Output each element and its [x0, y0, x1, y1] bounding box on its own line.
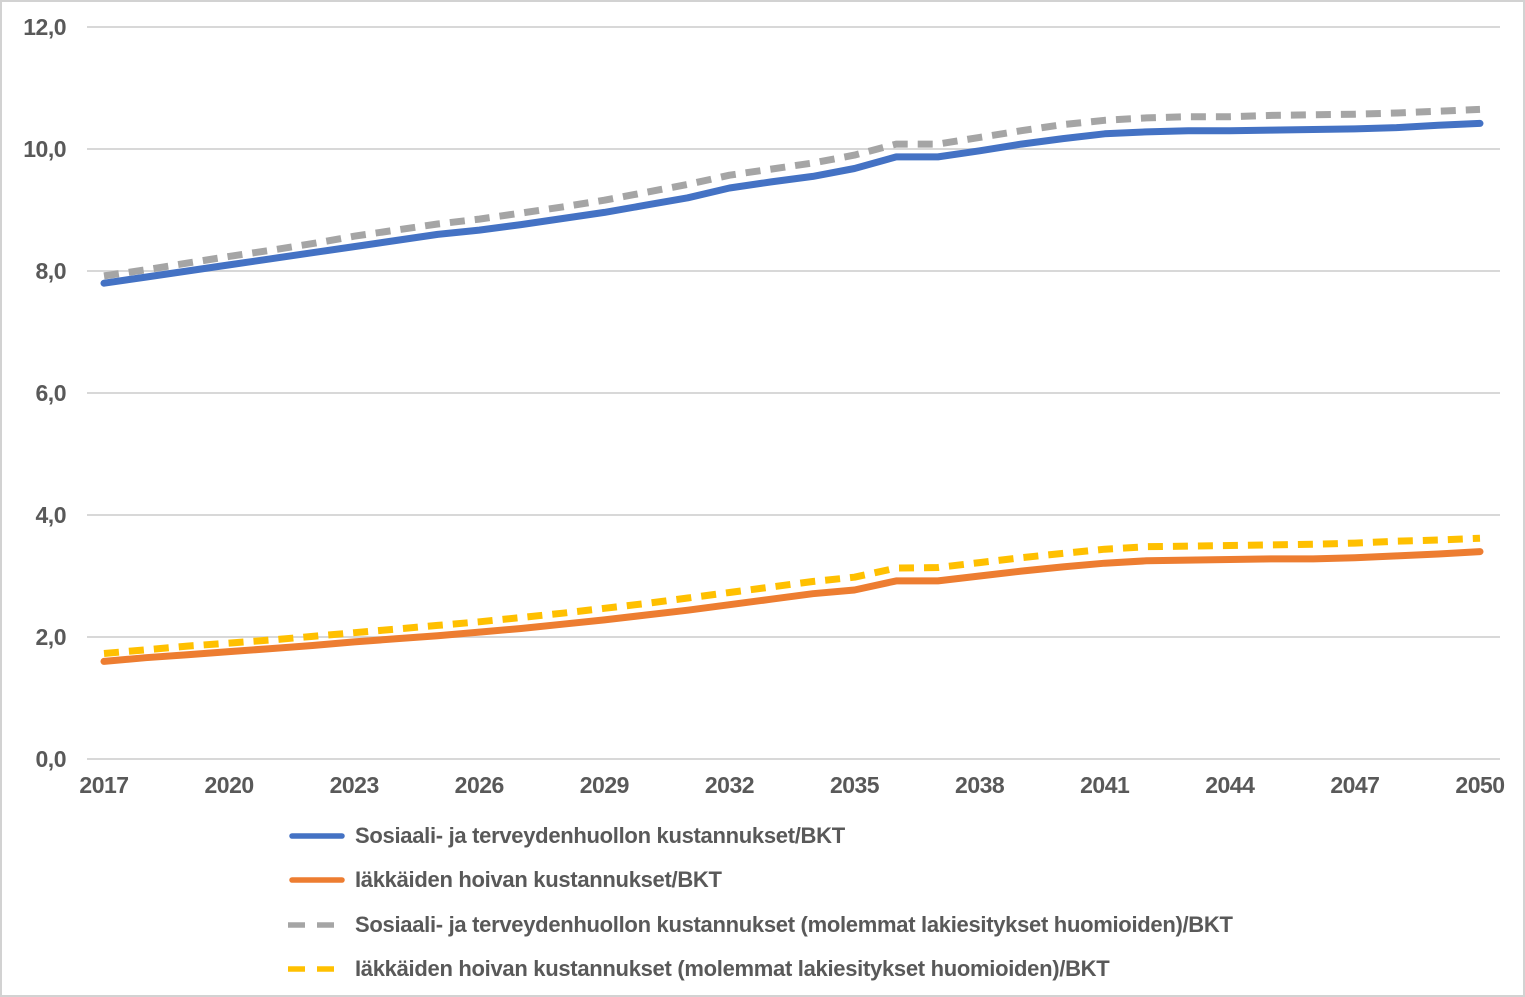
legend-item-sote-molemmat: Sosiaali- ja terveydenhuollon kustannuks… — [288, 911, 1233, 939]
x-axis-tick-label: 2044 — [1205, 772, 1255, 798]
series-line — [100, 548, 1484, 665]
x-axis-tick-label: 2041 — [1080, 772, 1130, 798]
legend-label: Iäkkäiden hoivan kustannukset/BKT — [355, 867, 722, 892]
legend-item-hoiva-molemmat: Iäkkäiden hoivan kustannukset (molemmat … — [288, 955, 1110, 983]
x-axis-tick-label: 2017 — [79, 772, 129, 798]
y-axis-tick-label: 6,0 — [35, 380, 67, 406]
legend-item-hoiva: Iäkkäiden hoivan kustannukset/BKT — [288, 866, 722, 894]
x-axis-tick-label: 2050 — [1455, 772, 1505, 798]
y-axis-tick-label: 2,0 — [35, 624, 67, 650]
y-axis-tick-label: 0,0 — [35, 746, 67, 772]
legend-label: Iäkkäiden hoivan kustannukset (molemmat … — [355, 956, 1110, 981]
y-axis-tick-label: 10,0 — [23, 136, 66, 162]
series-line — [100, 119, 1484, 287]
x-axis-tick-label: 2035 — [829, 772, 880, 798]
x-axis-tick-label: 2026 — [454, 772, 505, 798]
legend-label: Sosiaali- ja terveydenhuollon kustannuks… — [355, 912, 1233, 937]
x-axis-tick-label: 2020 — [204, 772, 254, 798]
x-axis-tick-label: 2023 — [329, 772, 380, 798]
legend-swatch-solid-blue-icon — [289, 833, 345, 839]
legend-swatch-dashed-yellow-icon — [288, 966, 346, 972]
series-line — [103, 534, 1481, 657]
y-axis-tick-label: 8,0 — [35, 258, 67, 284]
x-axis-tick-label: 2032 — [704, 772, 755, 798]
legend-item-sote: Sosiaali- ja terveydenhuollon kustannuks… — [288, 822, 845, 850]
legend-label: Sosiaali- ja terveydenhuollon kustannuks… — [355, 823, 845, 848]
y-axis-tick-label: 4,0 — [35, 502, 67, 528]
x-axis-tick-label: 2029 — [579, 772, 630, 798]
series-line — [103, 105, 1481, 280]
x-axis-tick-label: 2038 — [955, 772, 1005, 798]
legend-swatch-solid-orange-icon — [289, 877, 345, 883]
x-axis-tick-label: 2047 — [1330, 772, 1380, 798]
y-axis-tick-label: 12,0 — [23, 14, 66, 40]
legend-swatch-dashed-gray-icon — [288, 922, 346, 928]
